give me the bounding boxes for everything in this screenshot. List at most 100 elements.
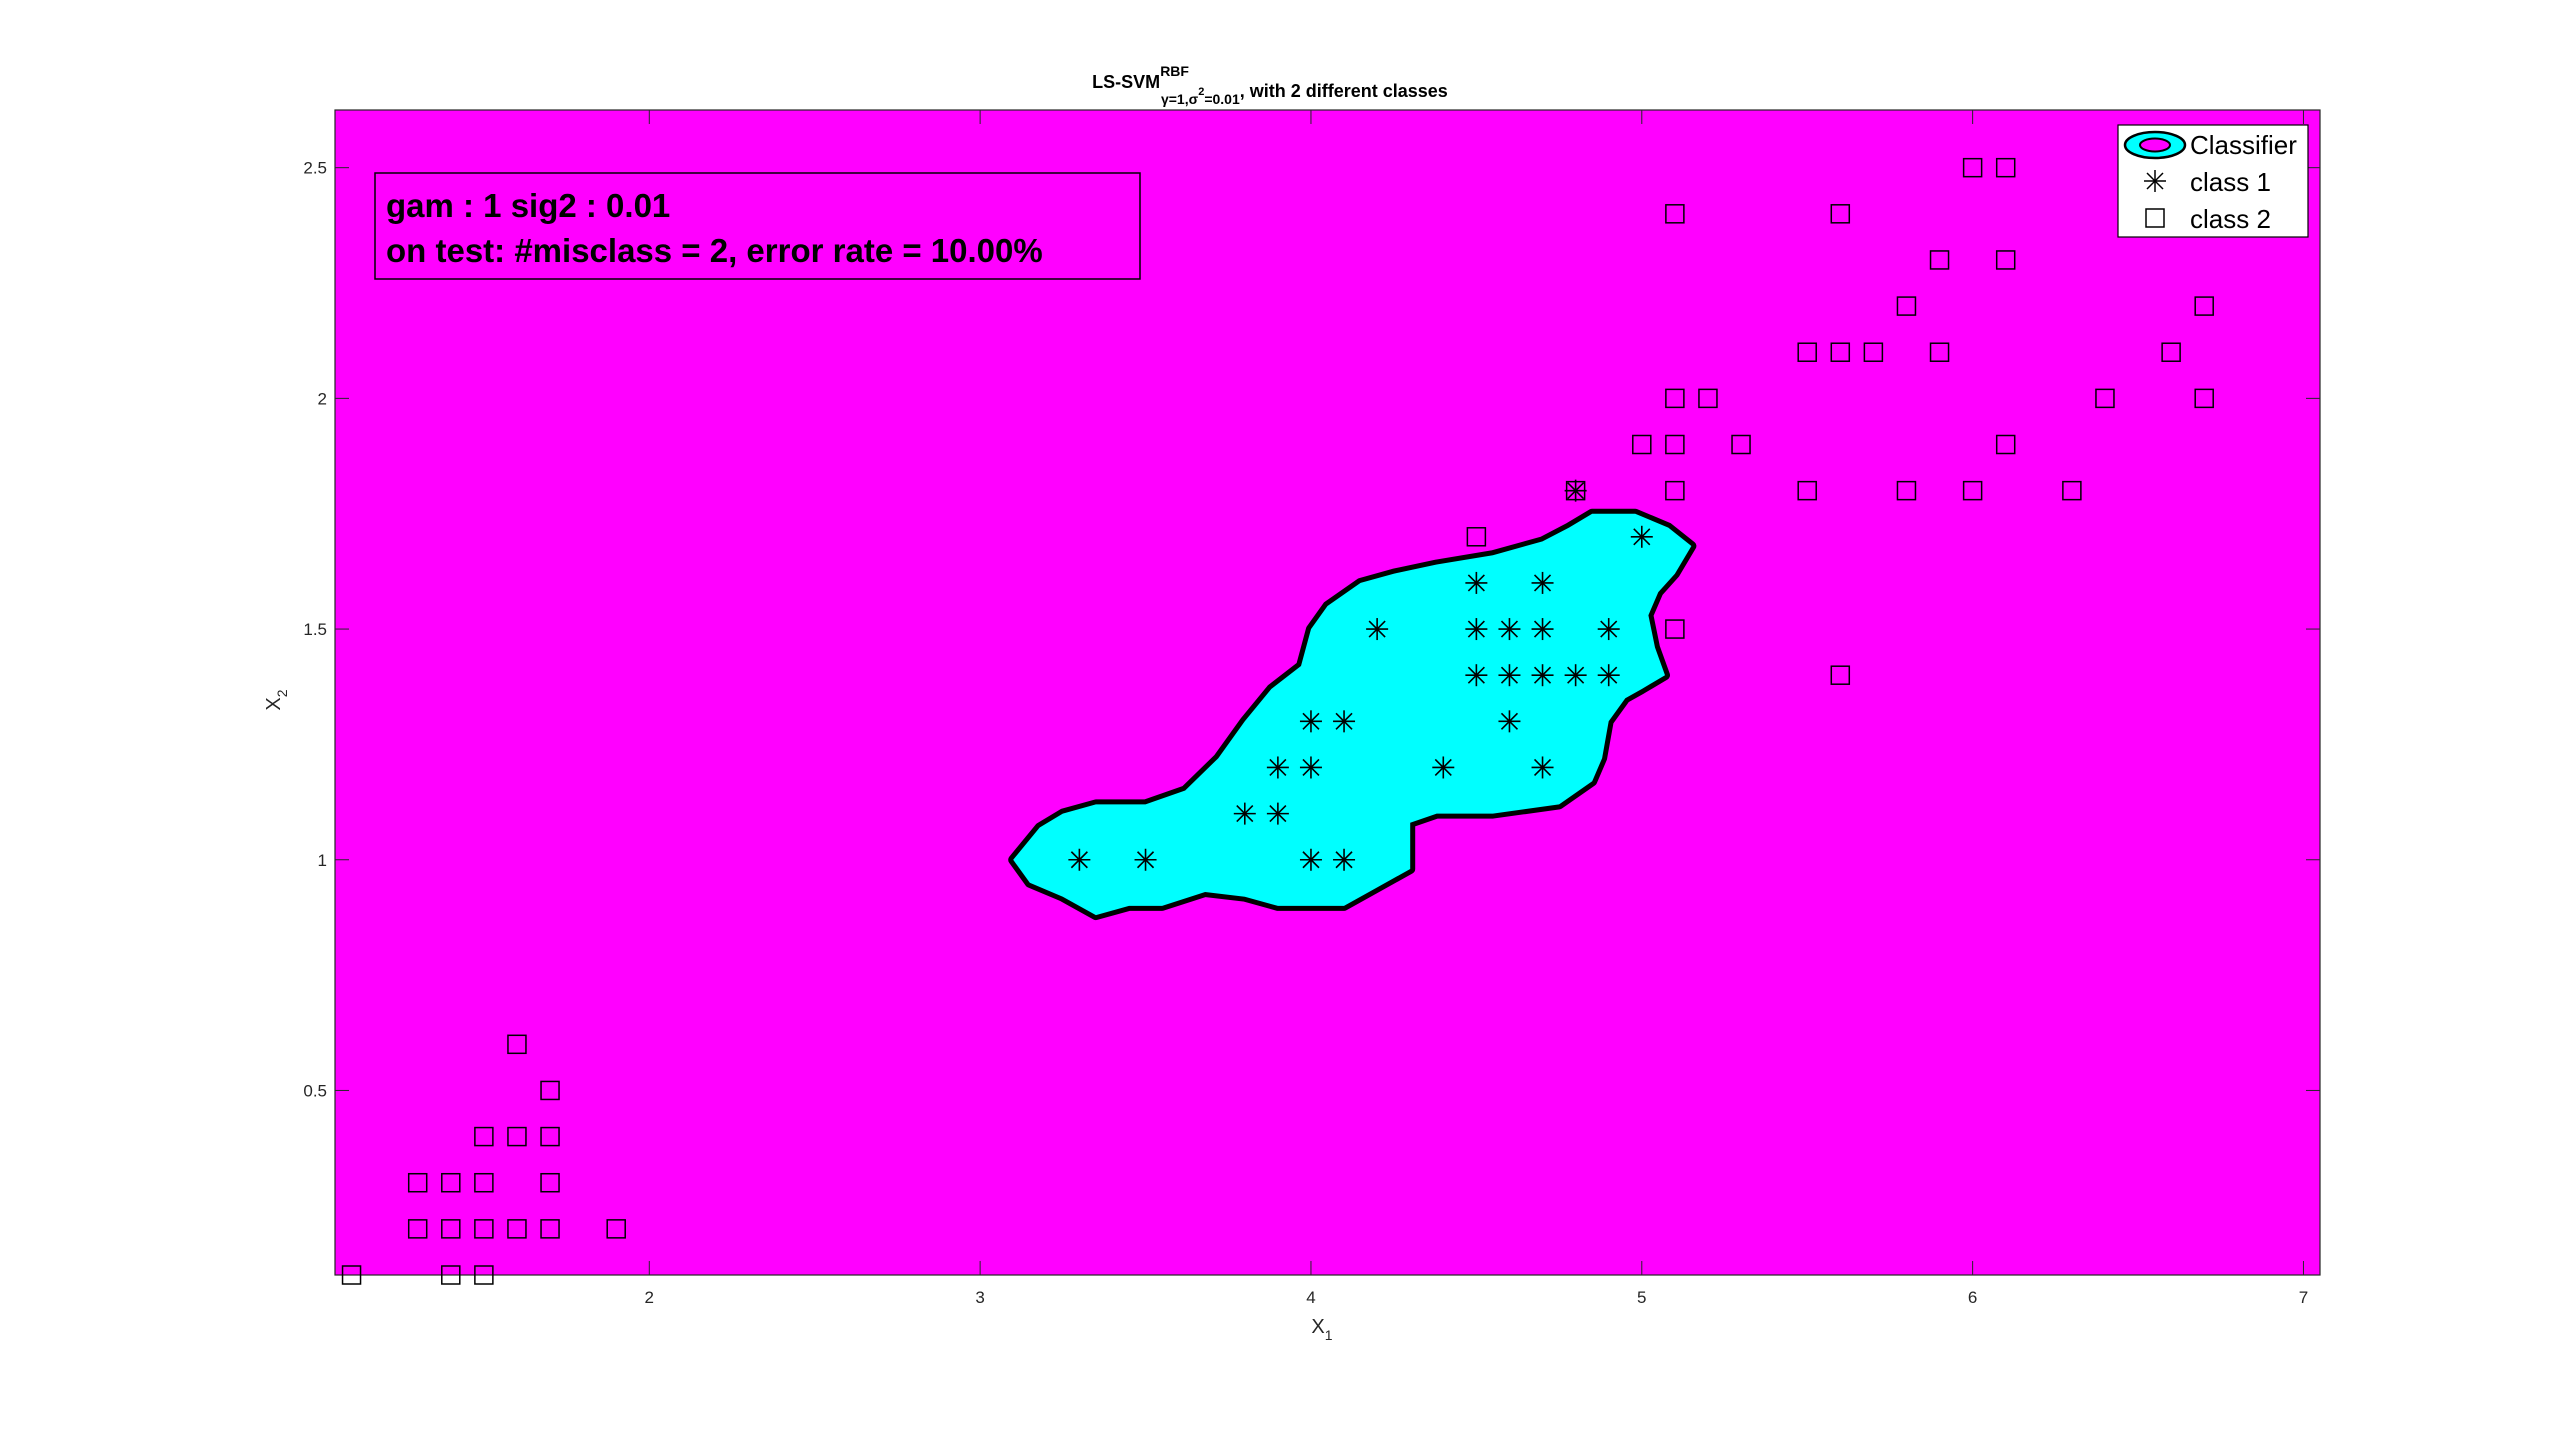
x-axis-label: X1: [1311, 1316, 1332, 1343]
class-2-point: [2095, 388, 2115, 409]
y-tick-label: 0.5: [303, 1081, 327, 1100]
class-1-point: [1134, 848, 1157, 871]
class-2-point: [540, 1219, 560, 1239]
class-2-point: [1896, 480, 1917, 501]
x-tick-label: 2: [645, 1288, 654, 1307]
class-1-point: [1564, 479, 1587, 502]
class-2-point: [341, 1265, 362, 1285]
class-1-point: [1498, 618, 1521, 641]
class-2-point: [441, 1265, 461, 1285]
class-2-point: [474, 1219, 494, 1239]
class-1-point: [1531, 756, 1554, 779]
class-1-point: [1531, 618, 1554, 641]
class-2-point: [1698, 388, 1718, 409]
class-1-point: [1333, 710, 1356, 733]
class-2-point: [507, 1126, 527, 1147]
class-2-point: [1830, 342, 1851, 362]
class-2-point: [2194, 388, 2214, 409]
legend-entry-class-1: class 1: [2190, 167, 2271, 197]
class-2-point: [1665, 434, 1685, 455]
class-2-point: [540, 1126, 560, 1147]
class-2-point: [474, 1265, 494, 1285]
class-2-point: [1929, 342, 1950, 362]
class-2-point: [1863, 342, 1884, 362]
legend-square-icon: [2145, 208, 2165, 228]
class-1-point: [1531, 664, 1554, 687]
class-2-point: [1797, 480, 1817, 501]
class-1-point: [1233, 802, 1256, 825]
classifier-region-layer: [1008, 508, 1697, 921]
class-2-point: [1466, 527, 1487, 547]
chart-title: LS-SVMRBF γ=1,σ2=0.01, with 2 different c…: [1092, 63, 1448, 107]
y-axis-label: X2: [263, 689, 290, 710]
legend-asterisk-icon: [2144, 170, 2166, 192]
class-1-point: [1498, 710, 1521, 733]
class-2-point: [507, 1219, 527, 1239]
class-2-point: [474, 1172, 494, 1193]
class-2-point: [1797, 342, 1817, 362]
class-2-point: [540, 1080, 560, 1101]
class-1-point: [1299, 710, 1322, 733]
class-2-point: [1665, 204, 1685, 224]
class-1-markers: [1068, 479, 1653, 871]
x-tick-label: 7: [2299, 1288, 2308, 1307]
legend-classifier-swatch-icon: [2123, 130, 2187, 160]
class-2-markers: [341, 157, 2214, 1285]
annotation-box: gam : 1 sig2 : 0.01 on test: #misclass =…: [374, 172, 1141, 280]
class-1-point: [1299, 756, 1322, 779]
legend-entry-class-2: class 2: [2190, 204, 2271, 234]
class-2-point: [1995, 250, 2016, 270]
class-2-point: [1665, 388, 1685, 409]
class-1-point: [1465, 571, 1488, 594]
class-2-point: [1962, 480, 1983, 501]
class-1-point: [1299, 848, 1322, 871]
class-1-point: [1465, 618, 1488, 641]
class-1-point: [1498, 664, 1521, 687]
annotation-line-1: gam : 1 sig2 : 0.01: [386, 187, 670, 224]
class-2-point: [540, 1172, 560, 1193]
class-1-point: [1266, 756, 1289, 779]
annotation-line-2: on test: #misclass = 2, error rate = 10.…: [386, 232, 1043, 269]
class-2-point: [474, 1126, 494, 1147]
class-1-point: [1432, 756, 1455, 779]
class-2-point: [1995, 157, 2016, 178]
class-2-point: [1962, 157, 1983, 178]
class-2-point: [1896, 296, 1917, 316]
class-2-point: [1995, 434, 2016, 455]
class-1-point: [1068, 848, 1091, 871]
class-2-point: [2194, 296, 2214, 316]
axes-box: [334, 109, 2321, 1276]
class-2-point: [507, 1034, 527, 1055]
axes-layer: 2 3 4 5 6 7 0.5 1 1.5 2 2.5: [303, 109, 2321, 1307]
x-tick-label: 4: [1306, 1288, 1315, 1307]
class-2-point: [1665, 619, 1685, 639]
class-2-point: [606, 1219, 626, 1239]
x-tick-label: 6: [1968, 1288, 1977, 1307]
class-2-point: [407, 1219, 428, 1239]
y-tick-label: 1.5: [303, 620, 327, 639]
x-tick-label: 5: [1637, 1288, 1646, 1307]
x-tick-label: 3: [975, 1288, 984, 1307]
y-tick-label: 2.5: [303, 159, 327, 178]
class-2-point: [407, 1172, 428, 1193]
class-1-point: [1333, 848, 1356, 871]
annotation-frame: [374, 172, 1141, 280]
class-2-point: [1830, 665, 1851, 685]
class-1-point: [1266, 802, 1289, 825]
class-1-point: [1564, 664, 1587, 687]
y-tick-label: 1: [318, 851, 327, 870]
class-2-point: [1632, 434, 1652, 455]
class-1-point: [1366, 618, 1389, 641]
class-2-point: [1665, 480, 1685, 501]
class-2-point: [1929, 250, 1950, 270]
legend-entry-classifier: Classifier: [2190, 130, 2297, 160]
class-2-point: [1731, 434, 1751, 455]
y-tick-label: 2: [318, 389, 327, 408]
classifier-region: [1013, 513, 1692, 916]
class-2-point: [2161, 342, 2181, 362]
class-2-point: [2062, 480, 2082, 501]
class-2-point: [1830, 204, 1851, 224]
class-2-point: [441, 1172, 461, 1193]
class-1-point: [1597, 618, 1620, 641]
